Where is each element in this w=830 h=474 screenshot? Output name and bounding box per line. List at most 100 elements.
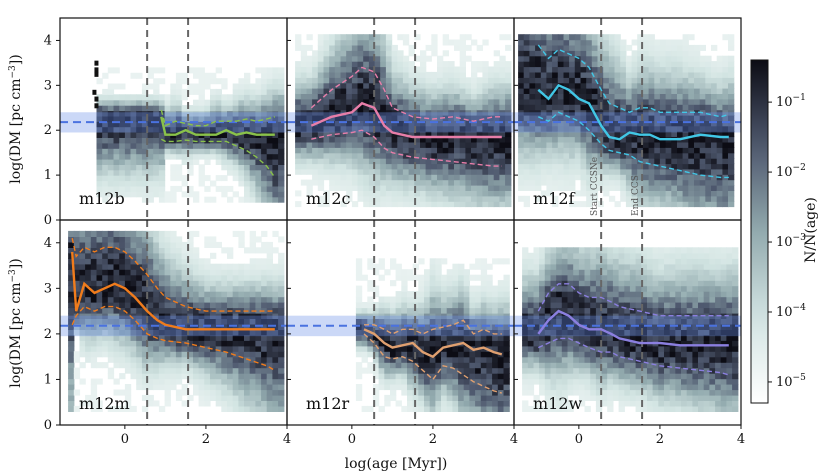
heatmap-cell	[397, 66, 404, 73]
heatmap-cell	[420, 158, 427, 165]
heatmap-cell	[424, 340, 431, 347]
heatmap-cell	[637, 179, 644, 186]
heatmap-cell	[637, 152, 644, 159]
heatmap-cell	[164, 126, 171, 133]
heatmap-cell	[625, 115, 633, 121]
heatmap-cell	[540, 55, 548, 62]
heatmap-cell	[475, 312, 482, 319]
heatmap-cell	[586, 115, 593, 121]
heatmap-cell	[147, 180, 154, 187]
heatmap-cell	[452, 280, 459, 287]
heatmap-cell	[390, 307, 397, 314]
heatmap-cell	[79, 252, 86, 259]
heatmap-cell	[355, 291, 363, 298]
heatmap-cell	[557, 50, 565, 57]
heatmap-cell	[614, 120, 621, 127]
heatmap-cell	[249, 378, 256, 385]
heatmap-cell	[391, 158, 398, 165]
heatmap-cell	[204, 175, 211, 182]
heatmap-cell	[170, 378, 177, 385]
heatmap-cell	[147, 280, 154, 287]
heatmap-cell	[164, 312, 171, 319]
heatmap-cell	[705, 168, 712, 175]
heatmap-cell	[113, 389, 120, 396]
heatmap-cell	[659, 190, 667, 197]
heatmap-cell	[249, 373, 256, 380]
heatmap-cell	[482, 147, 489, 154]
heatmap-cell	[278, 88, 285, 95]
heatmap-cell	[418, 400, 425, 407]
heatmap-cell	[591, 163, 599, 170]
heatmap-cell	[446, 389, 453, 396]
heatmap-cell	[193, 258, 200, 265]
heatmap-cell	[625, 93, 633, 100]
heatmap-cell	[523, 61, 530, 68]
heatmap-cell	[261, 329, 268, 336]
heatmap-cell	[380, 158, 387, 165]
heatmap-cell	[170, 307, 177, 314]
heatmap-cell	[346, 152, 353, 159]
heatmap-cell	[170, 142, 177, 149]
heatmap-cell	[96, 175, 103, 182]
heatmap-cell	[278, 137, 285, 144]
heatmap-cell	[546, 163, 553, 170]
heatmap-cell	[153, 99, 160, 106]
heatmap-cell	[261, 115, 268, 122]
heatmap-cell	[648, 115, 655, 121]
heatmap-cell	[261, 72, 268, 79]
heatmap-cell	[591, 131, 599, 138]
median-line	[71, 251, 275, 331]
heatmap-cell	[527, 296, 535, 303]
heatmap-cell	[569, 50, 576, 57]
heatmap-cell	[586, 39, 593, 46]
heatmap-cell	[533, 280, 540, 287]
heatmap-cell	[193, 307, 200, 314]
heatmap-cell	[557, 104, 565, 111]
heatmap-cell	[232, 110, 239, 117]
heatmap-cell	[580, 55, 587, 62]
heatmap-cell	[556, 362, 563, 369]
heatmap-cell	[544, 394, 552, 401]
heatmap-cell	[278, 269, 285, 276]
heatmap-cell	[586, 163, 593, 170]
heatmap-cell	[454, 125, 461, 132]
heatmap-cell	[535, 174, 542, 181]
heatmap-cell	[523, 50, 530, 57]
heatmap-cell	[244, 164, 251, 171]
heatmap-cell	[119, 110, 126, 117]
heatmap-cell	[272, 285, 279, 292]
heatmap-cell	[699, 152, 706, 159]
heatmap-cell	[119, 312, 126, 319]
heatmap-cell	[278, 405, 285, 412]
heatmap-cell	[300, 61, 308, 68]
heatmap-cell	[187, 378, 194, 385]
heatmap-cell	[529, 98, 536, 105]
heatmap-cell	[391, 120, 398, 127]
heatmap-cell	[175, 83, 183, 90]
heatmap-cell	[390, 340, 397, 347]
heatmap-cell	[407, 345, 414, 352]
heatmap-cell	[102, 164, 109, 171]
heatmap-cell	[518, 131, 525, 138]
heatmap-cell	[677, 109, 684, 116]
heatmap-cell	[659, 158, 667, 165]
heatmap-cell	[232, 121, 239, 128]
heatmap-cell	[408, 104, 415, 111]
heatmap-cell	[620, 136, 627, 143]
heatmap-cell	[454, 141, 461, 148]
heatmap-cell	[418, 356, 425, 363]
heatmap-cell	[158, 175, 166, 182]
heatmap-cell	[395, 334, 402, 341]
heatmap-cell	[141, 153, 149, 160]
heatmap-cell	[711, 77, 718, 84]
heatmap-cell	[215, 329, 222, 336]
heatmap-cell	[141, 115, 149, 122]
heatmap-cell	[493, 125, 500, 132]
heatmap-cell	[503, 274, 510, 281]
heatmap-cell	[141, 269, 149, 276]
heatmap-cell	[193, 351, 200, 358]
heatmap-cell	[238, 148, 245, 155]
heatmap-cell	[372, 291, 380, 298]
heatmap-cell	[96, 378, 103, 385]
heatmap-cell	[535, 39, 542, 46]
